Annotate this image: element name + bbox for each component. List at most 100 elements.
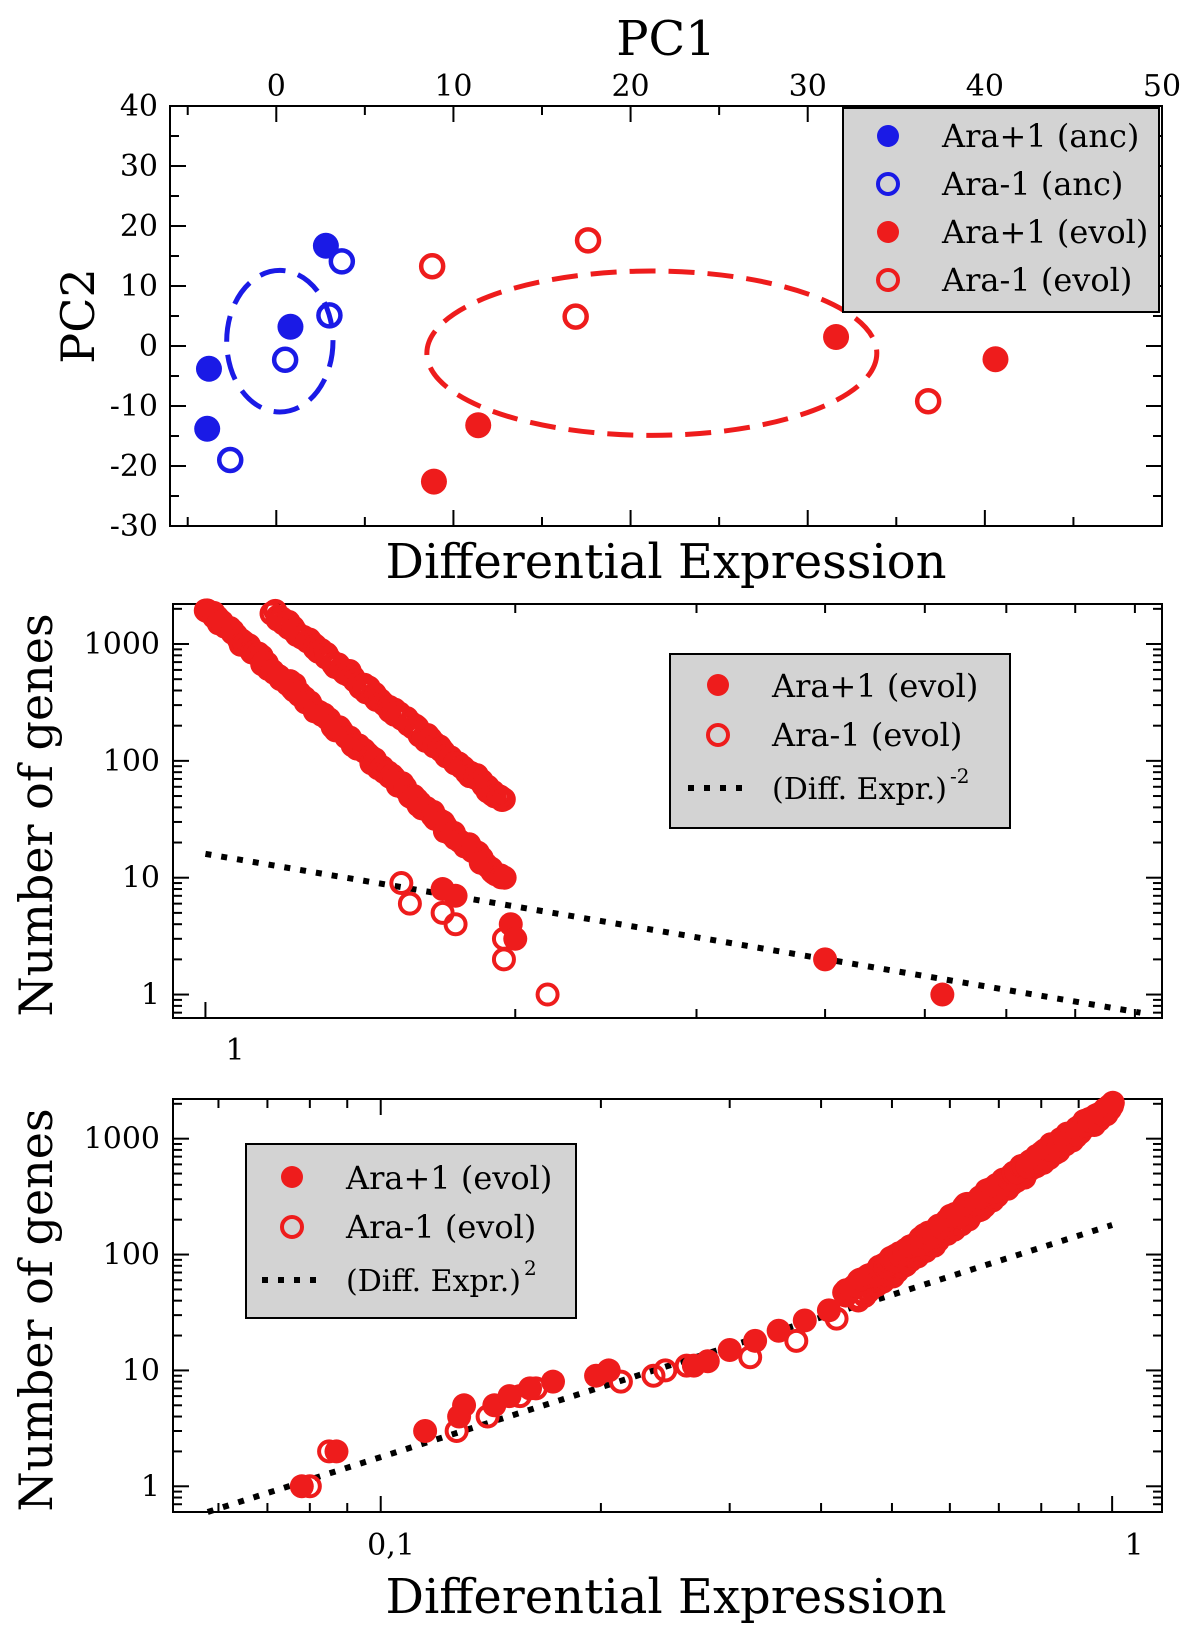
pca-panel: 0 10 20 30 40 50 -30 -20 -10 0 10 20 30 40 PC1 PC2 Ar…	[51, 11, 1181, 544]
legend-label-ara-plus-1-evol: Ara+1 (evol)	[345, 1159, 552, 1197]
dist-neg-x-tick-label-1: 1	[225, 1033, 244, 1068]
pca-legend: Ara+1 (anc) Ara-1 (anc) Ara+1 (evol) Ara…	[842, 107, 1160, 313]
dist-neg-outlier-point	[930, 982, 955, 1007]
dist-neg-legend: Ara+1 (evol) Ara-1 (evol) (Diff. Expr.) -…	[669, 653, 1011, 829]
legend-label-fit-line-exponent: -2	[950, 764, 969, 788]
dist-pos-outlier-point	[766, 1318, 791, 1343]
dist-pos-outlier-point	[518, 1376, 543, 1401]
red-cluster-ellipse	[424, 268, 880, 438]
pca-point	[574, 227, 602, 254]
legend-label-ara-plus-1-anc: Ara+1 (anc)	[941, 117, 1139, 155]
pca-x-tick-label: 50	[1143, 69, 1181, 104]
pca-point	[328, 248, 356, 275]
legend-marker-ara-minus-1-evol	[876, 268, 900, 292]
pca-point	[562, 303, 589, 330]
dist-pos-points	[289, 1090, 1125, 1499]
legend-marker-ara-minus-1-evol	[280, 1215, 304, 1239]
pca-y-tick-label: -10	[110, 389, 158, 424]
legend-marker-ara-plus-1-evol	[877, 221, 899, 243]
dist-neg-y-tick-label: 100	[103, 744, 160, 779]
pca-y-tick-label: -20	[110, 449, 158, 484]
legend-label-fit-line-exponent: 2	[524, 1256, 537, 1280]
dist-pos-outlier-point	[653, 1358, 678, 1383]
pca-point	[194, 415, 221, 442]
pca-ellipses	[224, 267, 880, 438]
pca-point	[982, 346, 1009, 373]
dist-neg-distribution-point	[492, 865, 517, 890]
dist-pos-distribution-point	[1100, 1090, 1125, 1115]
pca-y-tick-label: 40	[120, 89, 158, 124]
dist-pos-y-tick-label: 10	[122, 1353, 160, 1388]
dist-pos-x-tick-label-0-1: 0,1	[367, 1528, 415, 1563]
dist-pos-panel: 1 10 100 1000 Number of genes 0,1 1 Differe…	[9, 1090, 1163, 1625]
dist-neg-outlier-point	[813, 947, 838, 972]
pca-title: PC1	[616, 11, 716, 67]
dist-neg-points	[193, 598, 955, 1007]
legend-label-ara-plus-1-evol: Ara+1 (evol)	[771, 667, 978, 705]
legend-label-ara-minus-1-evol: Ara-1 (evol)	[345, 1208, 536, 1246]
dist-pos-ticks: 1 10 100 1000	[84, 1099, 1162, 1513]
pca-point	[823, 324, 850, 350]
pca-point	[277, 313, 304, 340]
dist-pos-outlier-point	[324, 1439, 349, 1464]
dist-pos-outlier-point	[497, 1384, 522, 1409]
pca-x-tick-label: 40	[966, 69, 1004, 104]
dist-neg-outlier-point	[535, 982, 560, 1007]
pca-y-tick-label: -30	[110, 509, 158, 544]
dist-pos-outlier-point	[540, 1369, 565, 1394]
dist-neg-ticks: 1 10 100 1000	[84, 604, 1162, 1018]
dist-pos-y-tick-label: 100	[103, 1238, 160, 1273]
pca-x-tick-label: 0	[267, 69, 286, 104]
pca-x-tick-label: 20	[611, 69, 649, 104]
pca-y-tick-label: 0	[139, 329, 158, 364]
dist-pos-outlier-point	[743, 1328, 768, 1353]
pca-point	[316, 302, 343, 329]
pca-point	[216, 446, 244, 474]
legend-label-fit-line: (Diff. Expr.) -2	[772, 764, 969, 807]
pca-y-tick-label: 10	[120, 269, 158, 304]
dist-neg-outlier-point	[389, 871, 414, 896]
dist-pos-outlier-point	[596, 1358, 621, 1383]
dist-pos-outlier-point	[452, 1393, 477, 1418]
dist-pos-y-tick-label: 1000	[84, 1122, 160, 1157]
dist-pos-outlier-point	[792, 1308, 817, 1333]
legend-marker-ara-plus-1-anc	[877, 125, 899, 147]
pca-point	[465, 412, 492, 439]
legend-label-ara-minus-1-evol: Ara-1 (evol)	[941, 261, 1132, 299]
dist-pos-outlier-point	[816, 1298, 841, 1323]
dist-neg-y-tick-label: 10	[122, 861, 160, 896]
pca-y-label: PC2	[51, 268, 105, 363]
dist-pos-y-tick-label: 1	[141, 1469, 160, 1504]
legend-label-fit-line-base: (Diff. Expr.)	[346, 1264, 521, 1299]
legend-label-fit-line-base: (Diff. Expr.)	[772, 772, 947, 807]
legend-marker-ara-plus-1-evol	[707, 674, 729, 696]
dist-pos-outlier-point	[717, 1338, 742, 1363]
legend-label-ara-plus-1-evol: Ara+1 (evol)	[941, 213, 1148, 251]
dist-pos-y-label: Number of genes	[9, 1108, 63, 1511]
legend-label-fit-line: (Diff. Expr.) 2	[346, 1256, 537, 1299]
pca-ticks: 0 10 20 30 40 50 -30 -20 -10 0 10 20 30 40	[110, 69, 1181, 544]
pca-y-tick-label: 30	[120, 149, 158, 184]
legend-marker-ara-minus-1-anc	[876, 172, 900, 196]
dist-pos-x-tick-label-1: 1	[1124, 1528, 1143, 1563]
dist-neg-outlier-point	[397, 891, 422, 916]
dist-neg-title: Differential Expression	[385, 534, 946, 590]
pca-x-tick-label: 10	[434, 69, 472, 104]
pca-x-tick-label: 30	[789, 69, 827, 104]
pca-point	[271, 346, 299, 374]
dist-neg-outlier-point	[443, 883, 468, 908]
dist-pos-outlier-point	[289, 1474, 314, 1499]
legend-marker-ara-plus-1-evol	[281, 1166, 303, 1188]
dist-pos-outlier-point	[413, 1419, 438, 1444]
dist-neg-panel: Differential Expression 1 10 100 1000 Numbe…	[9, 534, 1163, 1068]
dist-neg-outlier-point	[503, 926, 528, 951]
legend-marker-ara-minus-1-evol	[706, 723, 730, 747]
dist-neg-y-tick-label: 1000	[84, 627, 160, 662]
dist-neg-y-tick-label: 1	[141, 978, 160, 1013]
dist-pos-outlier-point	[695, 1349, 720, 1374]
legend-label-ara-minus-1-evol: Ara-1 (evol)	[771, 716, 962, 754]
pca-y-tick-label: 20	[120, 209, 158, 244]
dist-pos-x-label: Differential Expression	[385, 1569, 946, 1625]
pca-point	[418, 252, 446, 280]
